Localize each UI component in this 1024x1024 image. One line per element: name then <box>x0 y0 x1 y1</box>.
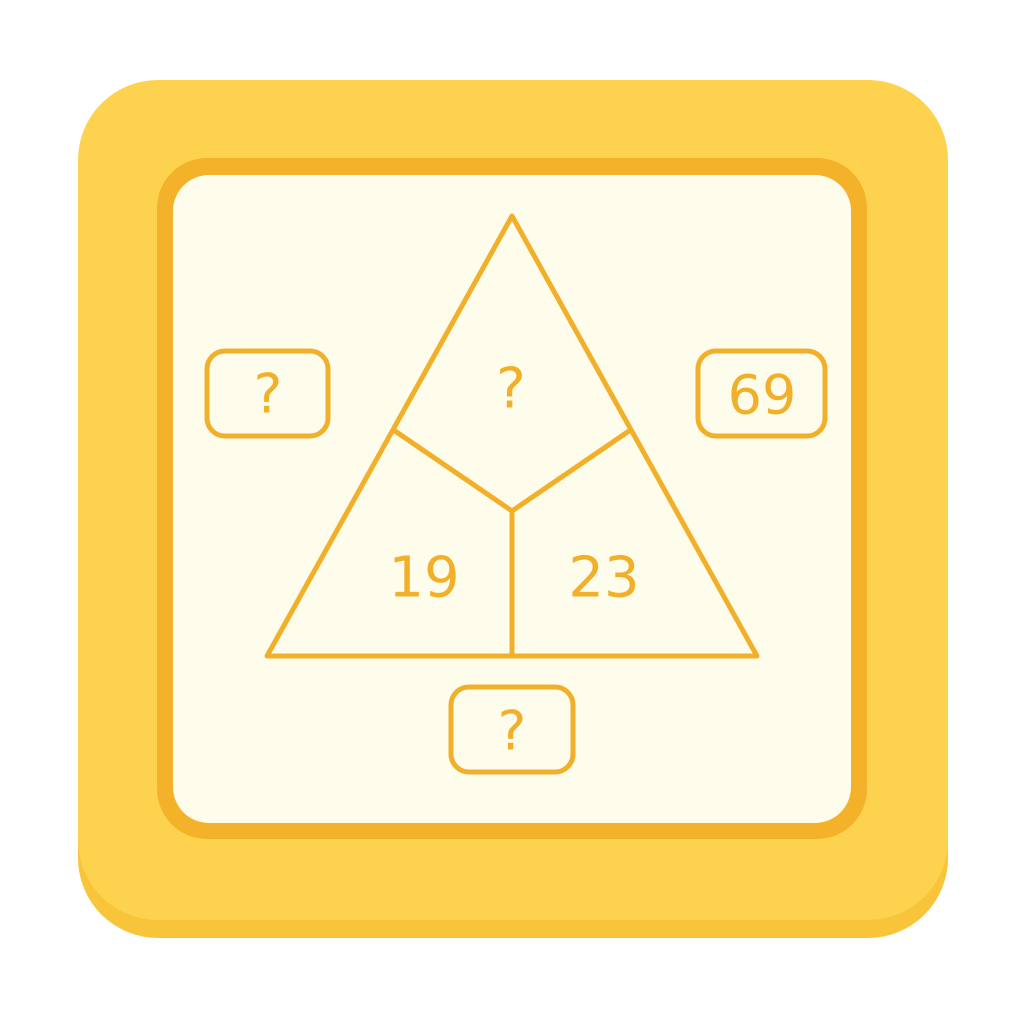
segment-top-value[interactable]: ? <box>496 357 526 422</box>
answer-box-right[interactable]: 69 <box>695 348 828 439</box>
answer-box-right-value: 69 <box>728 364 797 427</box>
answer-box-left[interactable]: ? <box>204 348 331 439</box>
answer-box-bottom-frame <box>448 684 576 775</box>
puzzle-board <box>173 175 851 823</box>
segment-bottom-right-value[interactable]: 23 <box>568 546 639 611</box>
answer-box-left-frame <box>204 348 331 439</box>
answer-box-bottom[interactable]: ? <box>448 684 576 775</box>
divider-right <box>509 428 632 514</box>
answer-box-left-value: ? <box>254 363 283 426</box>
divider-left <box>392 428 515 514</box>
answer-box-right-frame <box>695 348 828 439</box>
segment-bottom-left-value[interactable]: 19 <box>388 546 459 611</box>
answer-box-bottom-value: ? <box>498 700 527 763</box>
